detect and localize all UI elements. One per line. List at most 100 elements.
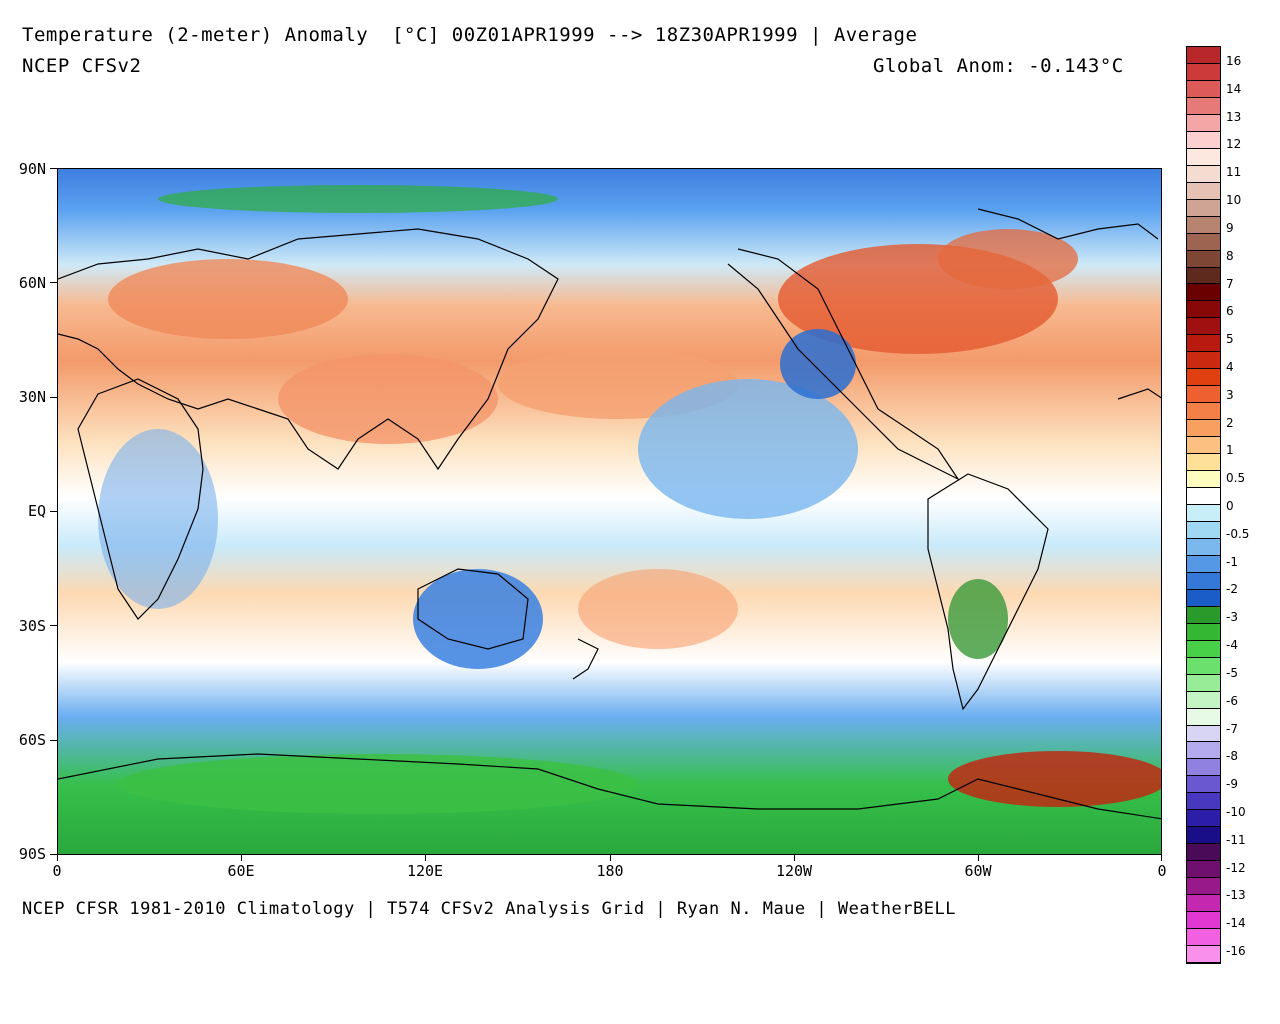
x-tick-label: 60W [964, 862, 992, 880]
color-scale-cell [1187, 708, 1220, 726]
footer-credits: NCEP CFSR 1981-2010 Climatology | T574 C… [22, 899, 956, 919]
y-tick-label: 30S [18, 617, 46, 635]
color-scale-cell [1187, 810, 1220, 828]
color-scale-cell [1187, 657, 1220, 675]
color-scale-cell [1187, 165, 1220, 183]
color-scale-cell [1187, 912, 1220, 930]
x-tick-mark [610, 855, 611, 861]
color-scale-cell [1187, 216, 1220, 234]
color-scale-cell [1187, 606, 1220, 624]
color-scale-cell [1187, 284, 1220, 302]
color-scale-label: -10 [1226, 804, 1246, 819]
east-pacific-cold-blob [638, 379, 858, 519]
color-scale-label: 4 [1226, 359, 1234, 374]
color-scale-label: 1 [1226, 443, 1234, 458]
color-scale-cell [1187, 505, 1220, 522]
color-scale-label: -2 [1226, 582, 1238, 597]
color-scale-label: -8 [1226, 749, 1238, 764]
x-tick-mark [57, 855, 58, 861]
map-title: Temperature (2-meter) Anomaly [°C] 00Z01… [22, 24, 918, 46]
color-scale-label: -4 [1226, 638, 1238, 653]
color-scale-label: -3 [1226, 610, 1238, 625]
color-scale-bar [1186, 46, 1221, 964]
color-scale-label: 9 [1226, 220, 1234, 235]
x-tick-label: 180 [596, 862, 624, 880]
y-tick-mark [50, 511, 57, 512]
color-scale-label: 10 [1226, 193, 1242, 208]
color-scale-cell [1187, 437, 1220, 455]
color-scale-cell [1187, 420, 1220, 438]
y-tick-mark [50, 625, 57, 626]
color-scale-label: 8 [1226, 248, 1234, 263]
color-scale-cell [1187, 742, 1220, 760]
color-scale-label: -11 [1226, 832, 1246, 847]
color-scale-label: -9 [1226, 777, 1238, 792]
map-overlay [58, 185, 1161, 820]
x-tick-label: 0 [52, 862, 62, 880]
color-scale-cell [1187, 488, 1220, 505]
color-scale-label: 0.5 [1226, 471, 1246, 486]
color-scale-cell [1187, 725, 1220, 743]
x-tick-mark [425, 855, 426, 861]
color-scale-cell [1187, 97, 1220, 115]
antarctic-warm-blob [948, 751, 1161, 807]
color-scale-label: 12 [1226, 137, 1242, 152]
color-scale-cell [1187, 895, 1220, 913]
color-scale-label: -6 [1226, 693, 1238, 708]
color-scale-cell [1187, 318, 1220, 336]
y-tick-label: 90S [18, 845, 46, 863]
color-scale-cell [1187, 148, 1220, 166]
color-scale-cell [1187, 386, 1220, 404]
color-scale-label: -12 [1226, 860, 1246, 875]
color-scale-cell [1187, 844, 1220, 862]
south-america-green-blob [948, 579, 1008, 659]
western-us-cold-blob [780, 329, 856, 399]
y-tick-label: 60N [18, 274, 46, 292]
color-scale-cell [1187, 80, 1220, 98]
color-scale-cell [1187, 403, 1220, 421]
y-tick-mark [50, 168, 57, 169]
color-scale-label: -13 [1226, 888, 1246, 903]
color-scale-cell [1187, 182, 1220, 200]
x-tick-mark [1161, 855, 1162, 861]
color-scale-label: -14 [1226, 916, 1246, 931]
x-tick-mark [241, 855, 242, 861]
arctic-green-blob [158, 185, 558, 213]
color-scale-cell [1187, 199, 1220, 217]
africa-cold-blob [98, 429, 218, 609]
color-scale-label: 2 [1226, 415, 1234, 430]
y-tick-label: 90N [18, 160, 46, 178]
color-scale-cell [1187, 572, 1220, 590]
color-scale-cell [1187, 114, 1220, 132]
x-tick-label: 0 [1157, 862, 1167, 880]
color-scale-cell [1187, 878, 1220, 896]
color-scale-label: 6 [1226, 304, 1234, 319]
x-tick-mark [794, 855, 795, 861]
color-scale-label: -0.5 [1226, 526, 1250, 541]
x-tick-mark [978, 855, 979, 861]
y-tick-label: 60S [18, 731, 46, 749]
x-tick-label: 120W [775, 862, 813, 880]
asia-warm-blob [278, 354, 498, 444]
color-scale-cell [1187, 131, 1220, 149]
global-anomaly: Global Anom: -0.143°C [873, 55, 1124, 77]
color-scale-cell [1187, 776, 1220, 794]
color-scale-cell [1187, 454, 1220, 472]
color-scale-cell [1187, 640, 1220, 658]
greenland-warm-blob [938, 229, 1078, 289]
color-scale-cell [1187, 538, 1220, 556]
color-scale-label: -5 [1226, 665, 1238, 680]
y-tick-mark [50, 740, 57, 741]
antarctic-green-blob [118, 754, 638, 814]
color-scale-cell [1187, 555, 1220, 573]
anomaly-map [57, 168, 1162, 855]
color-scale-label: 7 [1226, 276, 1234, 291]
x-tick-label: 60E [227, 862, 255, 880]
y-tick-mark [50, 854, 57, 855]
color-scale-cell [1187, 861, 1220, 879]
color-scale-cell [1187, 691, 1220, 709]
y-tick-mark [50, 397, 57, 398]
y-tick-label: 30N [18, 388, 46, 406]
color-scale-label: -1 [1226, 554, 1238, 569]
color-scale-cell [1187, 946, 1220, 963]
